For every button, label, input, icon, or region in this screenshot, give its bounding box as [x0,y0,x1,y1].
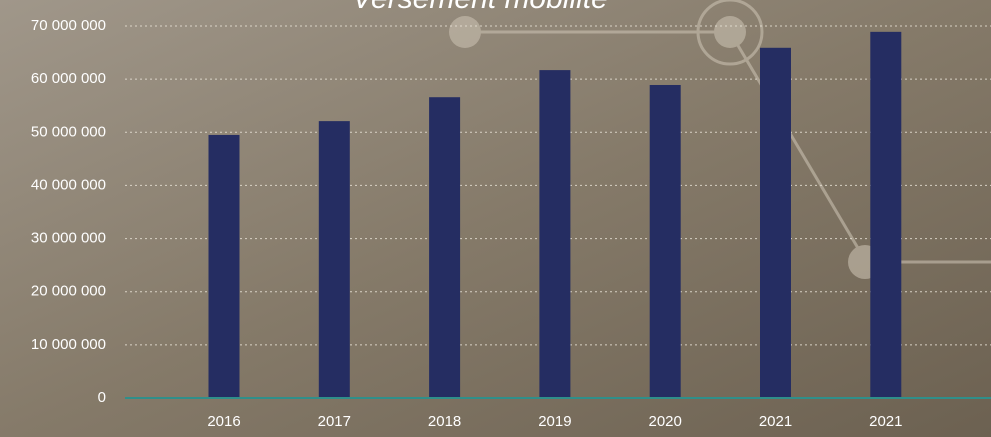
y-tick-label: 50 000 000 [31,123,106,140]
y-tick-label: 40 000 000 [31,176,106,193]
bar [429,97,460,398]
y-tick-label: 20 000 000 [31,283,106,300]
bar [209,135,240,398]
y-tick-label: 70 000 000 [31,17,106,34]
y-tick-label: 30 000 000 [31,230,106,247]
y-tick-label: 10 000 000 [31,336,106,353]
bar [539,70,570,398]
x-tick-label: 2021 [869,413,902,430]
background [0,0,991,437]
x-tick-label: 2019 [538,413,571,430]
x-tick-label: 2020 [649,413,682,430]
y-tick-label: 60 000 000 [31,70,106,87]
chart: Versement mobilité 0 10 000 000 20 000 000… [0,0,991,437]
bar [760,48,791,398]
chart-title: Versement mobilité [352,0,608,15]
x-tick-label: 2017 [318,413,351,430]
x-tick-label: 2018 [428,413,461,430]
x-tick-label: 2021 [759,413,792,430]
bar [650,85,681,398]
y-tick-label: 0 [98,389,106,406]
x-tick-label: 2016 [207,413,240,430]
bar [870,32,901,398]
bar [319,121,350,398]
